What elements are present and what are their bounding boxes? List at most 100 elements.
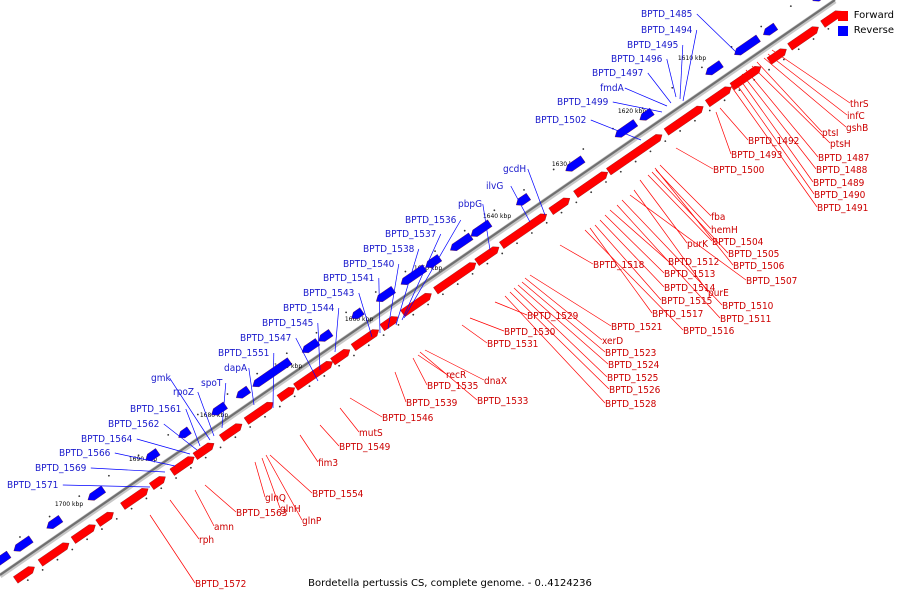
minor-tick <box>19 536 21 538</box>
forward-leader-line <box>261 457 281 509</box>
forward-gene-arrow <box>243 401 274 425</box>
minor-tick <box>723 99 726 102</box>
reverse-gene-arrow <box>639 107 655 121</box>
forward-gene-label: BPTD_1491 <box>817 203 868 214</box>
reverse-gene-label: pbpG <box>458 199 482 210</box>
minor-tick <box>48 515 51 518</box>
minor-tick <box>308 385 311 388</box>
minor-tick <box>797 48 800 51</box>
reverse-leader-line <box>163 423 198 451</box>
forward-gene-arrow <box>276 387 295 403</box>
reverse-gene-arrow <box>812 0 822 2</box>
forward-leader-line <box>741 73 817 170</box>
reverse-gene-label: BPTD_1562 <box>108 419 159 430</box>
reverse-leader-line <box>248 367 255 406</box>
reverse-gene-arrow <box>178 426 192 439</box>
minor-tick <box>412 313 415 316</box>
forward-gene-label: BPTD_1525 <box>607 373 658 384</box>
reverse-gene-arrow <box>13 535 34 552</box>
minor-tick <box>345 311 348 314</box>
minor-tick <box>278 405 281 408</box>
minor-tick <box>374 291 377 293</box>
forward-gene-arrow <box>606 134 663 176</box>
scale-tick-label: 1660 kbp <box>345 316 373 323</box>
forward-gene-label: fim3 <box>318 458 338 469</box>
forward-gene-label: BPTD_1554 <box>312 489 364 500</box>
minor-tick <box>671 86 674 89</box>
forward-gene-label: BPTD_1518 <box>593 260 645 271</box>
reverse-gene-arrow <box>763 22 779 36</box>
minor-tick <box>782 58 785 61</box>
forward-gene-label: rph <box>199 535 214 546</box>
forward-gene-label: thrS <box>850 99 869 110</box>
forward-gene-label: glnH <box>280 504 301 515</box>
forward-leader-line <box>194 489 215 527</box>
reverse-leader-line <box>169 377 211 441</box>
forward-gene-label: hemH <box>711 225 738 236</box>
forward-gene-label: BPTD_1505 <box>728 249 779 260</box>
reverse-gene-label: BPTD_1561 <box>130 404 181 415</box>
minor-tick <box>145 497 148 500</box>
reverse-gene-label: BPTD_1564 <box>81 434 133 445</box>
forward-leader-line <box>469 317 505 332</box>
minor-tick <box>442 293 444 296</box>
reverse-leader-line <box>90 467 166 473</box>
forward-leader-line <box>517 284 609 365</box>
reverse-gene-label: BPTD_1538 <box>363 244 415 255</box>
reverse-gene-label: BPTD_1571 <box>7 480 58 491</box>
forward-gene-arrow <box>13 566 35 584</box>
scale-tick-label: 1610 kbp <box>678 55 706 62</box>
reverse-gene-arrow <box>565 155 586 172</box>
forward-gene-label: BPTD_1533 <box>477 396 528 407</box>
minor-tick <box>427 303 429 306</box>
reverse-leader-line <box>378 277 381 334</box>
reverse-gene-label: BPTD_1537 <box>385 229 436 240</box>
forward-gene-arrow <box>169 456 195 476</box>
forward-gene-arrow <box>120 488 149 510</box>
forward-gene-label: BPTD_1488 <box>816 165 868 176</box>
forward-leader-line <box>559 244 594 265</box>
forward-gene-label: purE <box>708 288 729 299</box>
forward-leader-line <box>319 424 340 447</box>
scale-tick-label: 1680 kbp <box>200 412 228 419</box>
reverse-leader-line <box>197 391 215 437</box>
reverse-gene-arrow <box>145 448 161 461</box>
reverse-gene-arrow <box>46 515 64 529</box>
minor-tick <box>137 454 140 457</box>
minor-tick <box>293 395 296 398</box>
minor-tick <box>285 352 288 355</box>
forward-leader-line <box>715 111 732 155</box>
forward-leader-line <box>745 69 819 158</box>
minor-tick <box>382 334 385 337</box>
minor-tick <box>204 456 207 459</box>
legend-reverse-label: Reverse <box>853 25 894 36</box>
forward-gene-arrow <box>499 213 547 249</box>
minor-tick <box>582 148 585 150</box>
gene-features <box>0 0 842 584</box>
forward-leader-line <box>734 81 815 195</box>
forward-leader-line <box>424 349 485 381</box>
forward-leader-line <box>419 351 478 401</box>
minor-tick <box>219 446 222 449</box>
forward-gene-label: BPTD_1510 <box>722 301 774 312</box>
minor-tick <box>338 364 341 367</box>
forward-leader-line <box>584 229 684 331</box>
forward-leader-line <box>738 77 814 183</box>
forward-gene-arrow <box>95 511 114 527</box>
forward-leader-line <box>654 167 734 266</box>
minor-tick <box>249 426 252 428</box>
forward-leader-line <box>265 454 303 521</box>
minor-tick <box>590 191 593 194</box>
forward-leader-line <box>204 484 237 513</box>
reverse-leader-line <box>295 337 319 382</box>
reverse-leader-line <box>136 438 191 455</box>
minor-tick <box>694 119 696 122</box>
reverse-leader-line <box>185 408 201 447</box>
forward-leader-line <box>719 107 749 141</box>
reverse-gene-arrow <box>252 357 293 388</box>
reverse-leader-line <box>482 203 491 251</box>
forward-gene-label: BPTD_1515 <box>661 296 712 307</box>
minor-tick <box>760 25 763 28</box>
forward-leader-line <box>394 371 407 403</box>
forward-leader-line <box>417 354 447 375</box>
